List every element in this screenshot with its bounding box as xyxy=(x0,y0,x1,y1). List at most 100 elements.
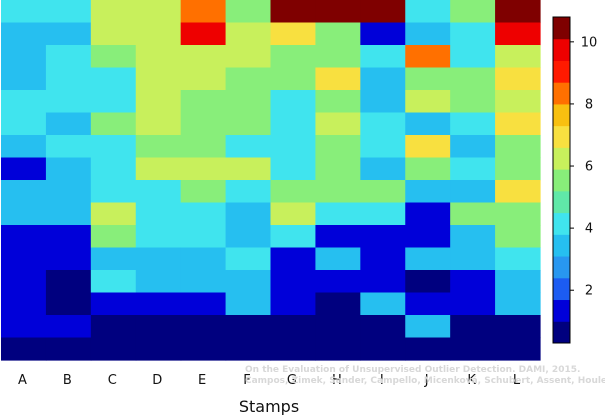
heatmap-cell xyxy=(180,180,227,204)
heatmap-cell xyxy=(315,180,361,204)
heatmap-cell xyxy=(450,157,496,181)
x-tick-label: K xyxy=(467,373,476,388)
colorbar-segment xyxy=(553,256,570,279)
heatmap-cell xyxy=(45,22,92,46)
heatmap-cell xyxy=(270,225,317,249)
heatmap-cell xyxy=(45,225,92,249)
heatmap-cell xyxy=(495,22,541,46)
heatmap-cell xyxy=(270,247,317,271)
heatmap-cell xyxy=(405,112,451,136)
heatmap-cell xyxy=(180,292,227,316)
heatmap-cell xyxy=(495,247,541,271)
colorbar-tick-labels: 2 4 6 8 10 xyxy=(570,35,597,299)
heatmap-cell xyxy=(360,337,406,361)
heatmap-cell xyxy=(135,90,182,114)
heatmap-cell xyxy=(1,202,47,226)
heatmap-cell xyxy=(1,225,47,249)
x-tick-label: G xyxy=(287,373,297,388)
heatmap-cell xyxy=(495,270,541,294)
heatmap-cell xyxy=(450,337,496,361)
heatmap-cell xyxy=(360,157,406,181)
heatmap-cell xyxy=(360,247,406,271)
heatmap-cell xyxy=(135,315,182,339)
heatmap-cell xyxy=(225,22,272,46)
heatmap-cell xyxy=(405,292,451,316)
colorbar-segment xyxy=(553,299,570,322)
colorbar-tick-label: 2 xyxy=(585,284,593,299)
heatmap-cell xyxy=(315,202,361,226)
heatmap-cell xyxy=(495,337,541,361)
heatmap-cell xyxy=(270,90,317,114)
heatmap-cell xyxy=(405,135,451,159)
heatmap-cell xyxy=(360,225,406,249)
heatmap-cell xyxy=(495,90,541,114)
heatmap-cell xyxy=(180,135,227,159)
heatmap-cell xyxy=(315,292,361,316)
heatmap-cell xyxy=(45,292,92,316)
heatmap-cell xyxy=(1,22,47,46)
heatmap-cell xyxy=(315,247,361,271)
heatmap-cell xyxy=(45,0,92,24)
heatmap-cell xyxy=(360,112,406,136)
heatmap-cell xyxy=(135,67,182,91)
heatmap-cell xyxy=(450,90,496,114)
heatmap-cell xyxy=(495,0,541,24)
heatmap-cell xyxy=(180,270,227,294)
heatmap-cell xyxy=(360,202,406,226)
heatmap-cell xyxy=(135,292,182,316)
heatmap-cell xyxy=(495,157,541,181)
heatmap-cell xyxy=(90,202,137,226)
heatmap-cell xyxy=(180,337,227,361)
heatmap-cell xyxy=(45,112,92,136)
heatmap-cell xyxy=(90,180,137,204)
x-tick-label: J xyxy=(424,373,429,388)
x-axis-title: Stamps xyxy=(239,397,299,415)
x-tick-label: B xyxy=(63,373,72,388)
heatmap-cell xyxy=(135,0,182,24)
x-tick-label: H xyxy=(332,373,342,388)
heatmap-cell xyxy=(180,225,227,249)
heatmap-cell xyxy=(315,337,361,361)
heatmap-cell xyxy=(45,135,92,159)
heatmap-cell xyxy=(450,67,496,91)
heatmap-cell xyxy=(45,67,92,91)
heatmap-cell xyxy=(360,45,406,69)
colorbar-segment xyxy=(553,125,570,148)
heatmap-cell xyxy=(495,225,541,249)
heatmap-cell xyxy=(270,202,317,226)
heatmap-cell xyxy=(450,247,496,271)
heatmap-cell xyxy=(225,67,272,91)
heatmap-cell xyxy=(180,157,227,181)
heatmap-cell xyxy=(225,292,272,316)
heatmap-cell xyxy=(180,45,227,69)
heatmap-cell xyxy=(90,270,137,294)
heatmap-cell xyxy=(225,90,272,114)
heatmap-cell xyxy=(225,270,272,294)
heatmap-cell xyxy=(180,22,227,46)
colorbar xyxy=(552,16,571,344)
heatmap-cells xyxy=(1,0,541,361)
heatmap-cell xyxy=(1,112,47,136)
heatmap-cell xyxy=(1,67,47,91)
heatmap-cell xyxy=(225,315,272,339)
heatmap-cell xyxy=(135,180,182,204)
heatmap-cell xyxy=(135,135,182,159)
x-tick-label: C xyxy=(108,373,117,388)
heatmap-cell xyxy=(1,292,47,316)
colorbar-segment xyxy=(553,321,570,344)
colorbar-segment xyxy=(553,277,570,301)
heatmap-cell xyxy=(450,22,496,46)
heatmap-cell xyxy=(135,225,182,249)
heatmap-cell xyxy=(45,270,92,294)
colorbar-segment xyxy=(553,190,570,214)
heatmap-cell xyxy=(90,135,137,159)
heatmap-cell xyxy=(360,67,406,91)
heatmap-cell xyxy=(90,67,137,91)
heatmap-cell xyxy=(495,180,541,204)
heatmap-cell xyxy=(270,157,317,181)
credit-line-2: Campos, Zimek, Sander, Campello, Micenko… xyxy=(245,376,605,386)
heatmap-cell xyxy=(90,337,137,361)
heatmap-cell xyxy=(45,337,92,361)
heatmap-cell xyxy=(315,315,361,339)
